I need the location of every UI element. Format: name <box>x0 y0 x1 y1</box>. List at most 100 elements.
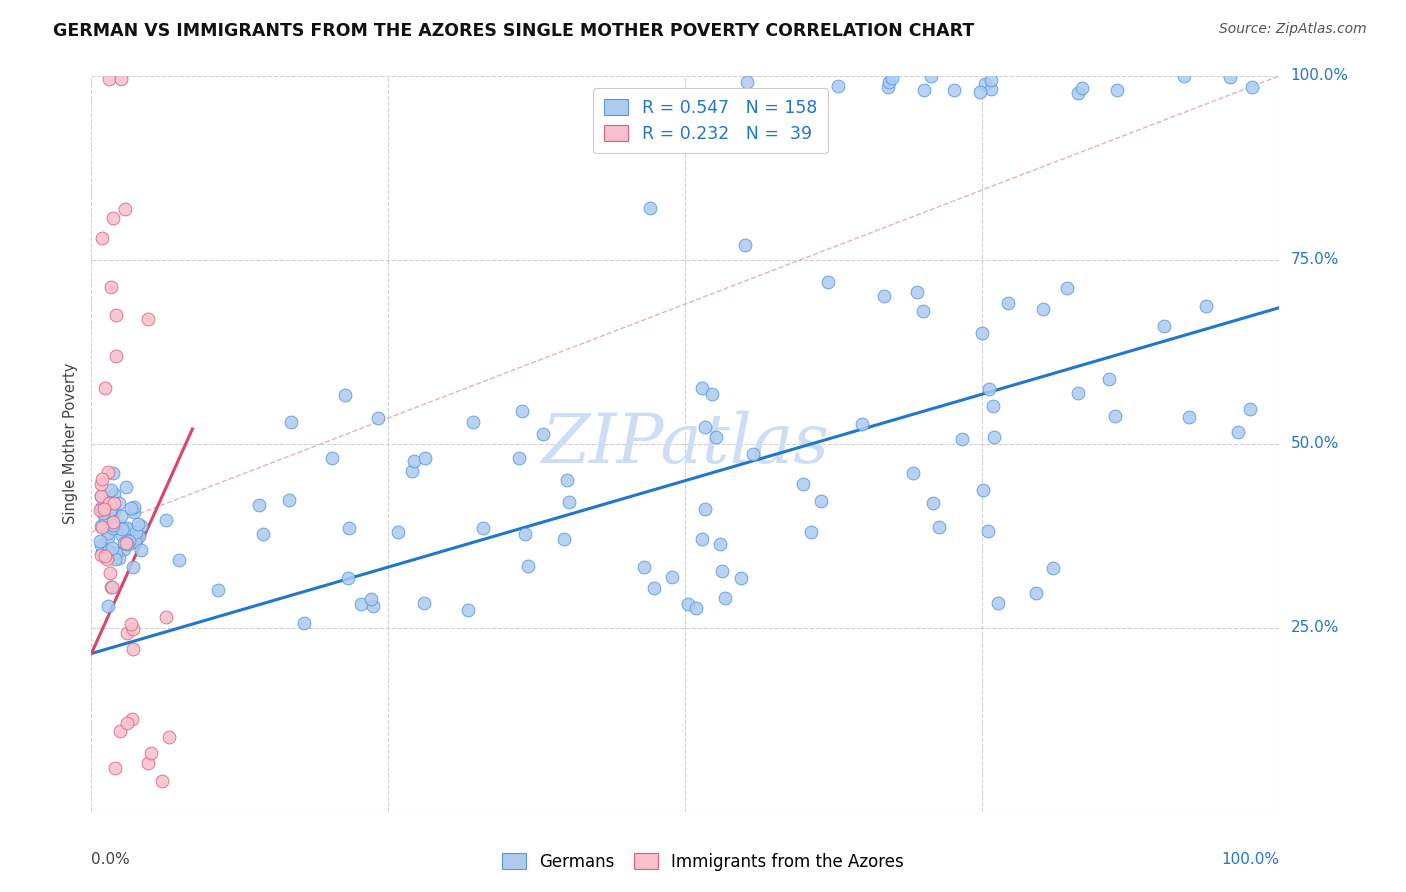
Point <box>730 571 752 585</box>
Point <box>734 238 756 252</box>
Point <box>91 506 114 520</box>
Point <box>120 500 142 515</box>
Point <box>401 464 423 478</box>
Point <box>247 498 270 512</box>
Point <box>292 615 315 630</box>
Point <box>115 521 138 535</box>
Point <box>531 426 554 441</box>
Point <box>877 75 900 89</box>
Point <box>792 477 814 491</box>
Point <box>638 202 661 216</box>
Point <box>974 77 997 91</box>
Point <box>1104 409 1126 424</box>
Point <box>90 519 112 533</box>
Point <box>94 549 117 563</box>
Point <box>413 451 436 466</box>
Point <box>912 83 935 97</box>
Point <box>280 415 302 429</box>
Point <box>103 504 125 518</box>
Point <box>510 403 533 417</box>
Point <box>690 532 713 546</box>
Point <box>139 746 162 760</box>
Point <box>101 211 124 225</box>
Point <box>110 508 132 523</box>
Point <box>827 78 849 93</box>
Point <box>115 716 138 731</box>
Point <box>457 603 479 617</box>
Point <box>555 473 578 487</box>
Point <box>1025 586 1047 600</box>
Point <box>138 311 160 326</box>
Point <box>911 304 934 318</box>
Point <box>157 730 180 744</box>
Point <box>124 534 146 549</box>
Point <box>97 599 120 613</box>
Legend: R = 0.547   N = 158, R = 0.232   N =  39: R = 0.547 N = 158, R = 0.232 N = 39 <box>593 88 828 153</box>
Point <box>111 522 134 536</box>
Point <box>711 564 734 578</box>
Point <box>93 501 115 516</box>
Point <box>117 537 139 551</box>
Point <box>103 515 125 529</box>
Point <box>413 596 436 610</box>
Point <box>90 489 112 503</box>
Point <box>121 712 143 726</box>
Point <box>387 524 409 539</box>
Point <box>114 202 136 216</box>
Point <box>851 417 873 432</box>
Text: 75.0%: 75.0% <box>1291 252 1339 268</box>
Point <box>1239 402 1261 417</box>
Point <box>735 75 758 89</box>
Point <box>120 617 142 632</box>
Point <box>704 430 727 444</box>
Point <box>516 559 538 574</box>
Point <box>1226 425 1249 439</box>
Point <box>972 483 994 497</box>
Point <box>101 541 124 556</box>
Point <box>1067 86 1090 100</box>
Point <box>103 496 125 510</box>
Point <box>90 231 112 245</box>
Point <box>905 285 928 299</box>
Point <box>96 552 118 566</box>
Point <box>124 526 146 541</box>
Point <box>713 591 735 605</box>
Point <box>800 525 823 540</box>
Point <box>661 570 683 584</box>
Point <box>1153 318 1175 333</box>
Point <box>472 521 495 535</box>
Point <box>1177 409 1199 424</box>
Point <box>112 542 135 557</box>
Point <box>97 546 120 560</box>
Point <box>922 496 945 510</box>
Point <box>1219 70 1241 85</box>
Text: 100.0%: 100.0% <box>1291 69 1348 83</box>
Point <box>115 523 138 537</box>
Text: 25.0%: 25.0% <box>1291 620 1339 635</box>
Point <box>873 289 896 303</box>
Point <box>101 506 124 520</box>
Point <box>97 526 120 541</box>
Point <box>1042 561 1064 575</box>
Point <box>100 483 122 497</box>
Point <box>104 760 127 774</box>
Point <box>90 538 112 552</box>
Point <box>702 387 724 401</box>
Point <box>693 502 716 516</box>
Point <box>676 597 699 611</box>
Point <box>118 533 141 548</box>
Point <box>633 559 655 574</box>
Point <box>98 72 121 87</box>
Point <box>97 496 120 510</box>
Point <box>709 537 731 551</box>
Point <box>97 466 120 480</box>
Point <box>685 601 707 615</box>
Point <box>103 518 125 533</box>
Point <box>91 519 114 533</box>
Point <box>983 429 1005 443</box>
Point <box>350 597 373 611</box>
Point <box>125 531 148 545</box>
Point <box>90 548 112 562</box>
Legend: Germans, Immigrants from the Azores: Germans, Immigrants from the Azores <box>494 845 912 880</box>
Point <box>108 724 131 739</box>
